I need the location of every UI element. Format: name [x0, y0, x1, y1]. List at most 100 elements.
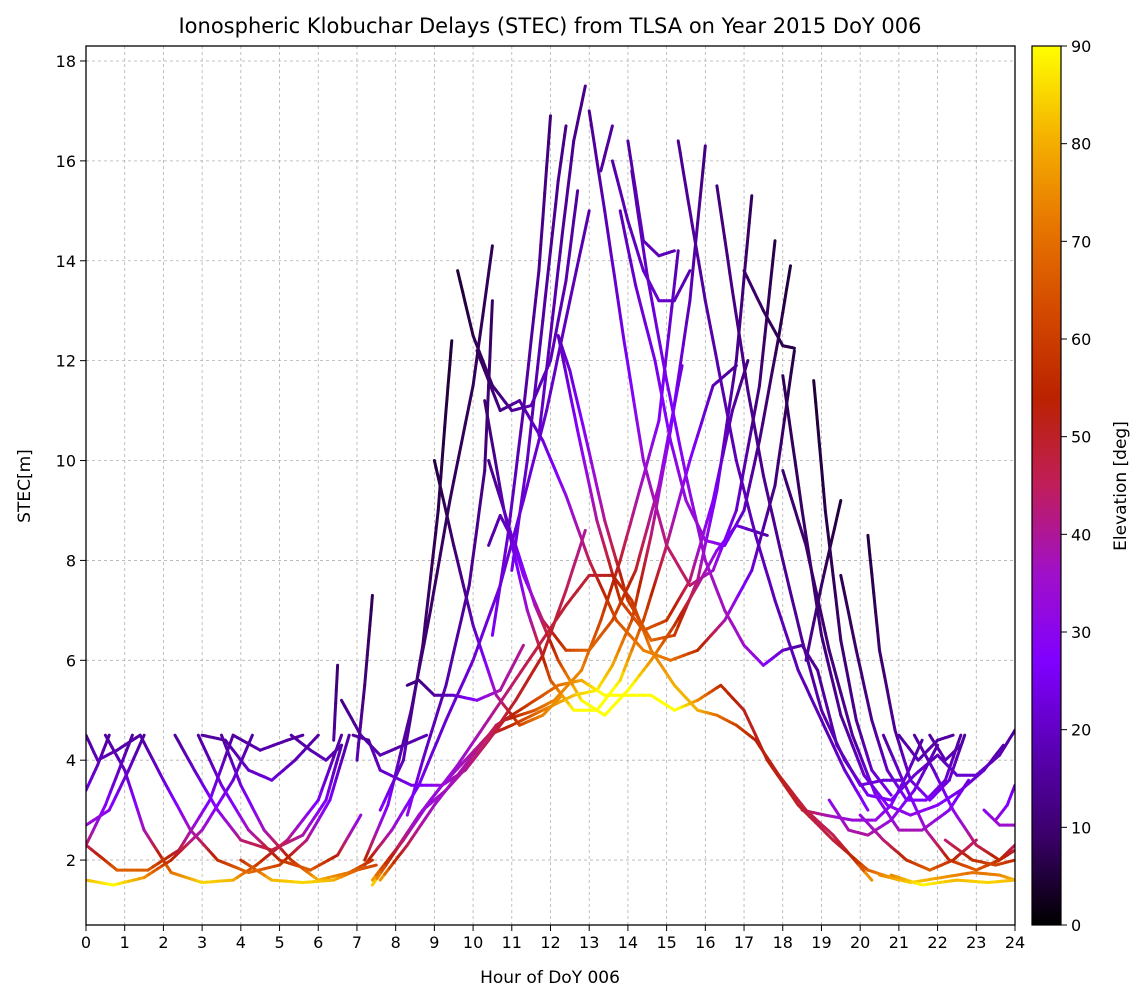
x-tick-label: 10 — [463, 933, 483, 952]
series-segment — [358, 721, 363, 737]
series-segment — [854, 753, 862, 767]
series-segment — [439, 487, 446, 505]
series-segment — [670, 277, 677, 309]
series-segment — [394, 756, 401, 775]
series-segment — [463, 301, 470, 316]
series-segment — [863, 871, 874, 882]
series-segment — [382, 792, 390, 804]
series-segment — [324, 789, 331, 802]
series-segment — [592, 504, 599, 522]
series-segment — [730, 289, 737, 309]
series-segment — [827, 648, 835, 666]
series-segment — [880, 662, 887, 679]
series-segment — [483, 369, 491, 383]
series-segment — [572, 515, 580, 530]
series-segment — [595, 519, 603, 536]
series-segment — [545, 140, 551, 169]
series-segment — [541, 409, 549, 428]
series-segment — [483, 399, 490, 421]
series-segment — [570, 380, 577, 394]
colorbar-label: Elevation [deg] — [1111, 421, 1131, 551]
series-segment — [719, 379, 725, 396]
series-segment — [549, 226, 555, 253]
series-segment — [758, 526, 765, 544]
series-segment — [718, 201, 724, 223]
series-segment — [696, 196, 702, 225]
series-37 — [556, 194, 754, 642]
series-segment — [878, 648, 884, 666]
series-segment — [730, 509, 738, 522]
series-segment — [605, 598, 614, 612]
series-segment — [336, 733, 343, 748]
series-segment — [499, 490, 506, 512]
series-63 — [994, 783, 1015, 822]
series-segment — [581, 84, 587, 97]
series-39 — [587, 109, 777, 587]
series-segment — [182, 831, 191, 844]
series-segment — [761, 474, 769, 492]
series-segment — [668, 394, 675, 414]
series-segment — [631, 500, 638, 516]
series-segment — [247, 733, 254, 745]
series-segment — [618, 572, 626, 589]
series-segment — [585, 474, 592, 492]
series-segment — [765, 758, 774, 770]
series-segment — [212, 777, 220, 791]
series-segment — [870, 783, 878, 797]
series-segment — [496, 583, 502, 604]
series-segment — [170, 795, 179, 807]
series-segment — [480, 621, 489, 637]
series-segment — [808, 561, 816, 582]
x-tick-label: 3 — [197, 933, 207, 952]
series-segment — [576, 401, 582, 416]
series-segment — [643, 548, 650, 566]
series-segment — [638, 477, 645, 492]
series-segment — [843, 723, 851, 737]
series-segment — [541, 384, 547, 404]
series-segment — [692, 434, 700, 450]
series-segment — [814, 596, 821, 612]
series-segment — [545, 350, 551, 371]
series-segment — [638, 221, 644, 243]
series-segment — [621, 535, 629, 551]
series-segment — [643, 256, 649, 278]
series-segment — [489, 435, 496, 457]
series-segment — [767, 369, 774, 390]
series-segment — [847, 733, 854, 747]
series-segment — [365, 638, 371, 657]
series-segment — [515, 514, 521, 536]
series-49 — [781, 469, 971, 832]
x-tick-label: 17 — [734, 933, 754, 952]
series-2 — [86, 733, 235, 872]
series-segment — [510, 550, 516, 572]
series-segment — [777, 610, 785, 626]
colorbar-tick-label: 90 — [1071, 37, 1091, 56]
series-segment — [725, 254, 732, 275]
series-segment — [653, 501, 661, 519]
series-51 — [839, 573, 963, 802]
series-segment — [849, 623, 856, 640]
series-segment — [421, 733, 429, 739]
series-segment — [827, 735, 835, 747]
series-segment — [571, 269, 578, 288]
series-segment — [820, 633, 827, 651]
series-segment — [606, 231, 613, 256]
series-segment — [754, 384, 761, 408]
series-segment — [832, 687, 840, 704]
series-segment — [126, 778, 133, 792]
series-segment — [574, 189, 580, 208]
series-segment — [532, 292, 538, 319]
series-segment — [629, 259, 635, 275]
x-tick-label: 22 — [927, 933, 947, 952]
series-segment — [521, 484, 529, 502]
series-segment — [839, 713, 847, 727]
series-segment — [703, 299, 710, 316]
series-segment — [820, 708, 827, 721]
series-segment — [418, 758, 425, 771]
series-segment — [829, 552, 835, 577]
series-segment — [344, 733, 351, 748]
series-segment — [587, 558, 596, 572]
series-segment — [754, 431, 760, 449]
series-segment — [747, 509, 754, 525]
series-segment — [549, 372, 556, 394]
